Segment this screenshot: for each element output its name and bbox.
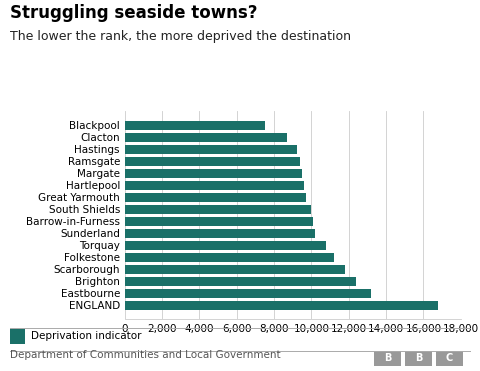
Bar bbox=[125, 145, 297, 154]
FancyBboxPatch shape bbox=[405, 351, 432, 367]
Bar bbox=[125, 289, 371, 298]
Bar bbox=[125, 205, 312, 214]
Bar bbox=[125, 265, 345, 274]
FancyBboxPatch shape bbox=[436, 351, 463, 367]
Text: C: C bbox=[445, 354, 453, 364]
Text: Struggling seaside towns?: Struggling seaside towns? bbox=[10, 4, 257, 22]
Text: The lower the rank, the more deprived the destination: The lower the rank, the more deprived th… bbox=[10, 30, 350, 43]
Bar bbox=[125, 121, 265, 130]
Text: Department of Communities and Local Government: Department of Communities and Local Gove… bbox=[10, 351, 280, 360]
Bar bbox=[125, 241, 326, 250]
Bar bbox=[125, 133, 287, 142]
Bar bbox=[125, 169, 302, 178]
Bar bbox=[125, 157, 300, 166]
Text: Deprivation indicator: Deprivation indicator bbox=[31, 331, 142, 341]
Bar bbox=[125, 217, 313, 226]
Bar bbox=[125, 301, 438, 310]
FancyBboxPatch shape bbox=[374, 351, 401, 367]
Text: B: B bbox=[415, 354, 422, 364]
Bar bbox=[125, 193, 306, 202]
Bar bbox=[125, 277, 356, 286]
Bar bbox=[125, 181, 304, 190]
Bar bbox=[125, 229, 315, 238]
Bar bbox=[125, 253, 334, 262]
Text: B: B bbox=[384, 354, 392, 364]
